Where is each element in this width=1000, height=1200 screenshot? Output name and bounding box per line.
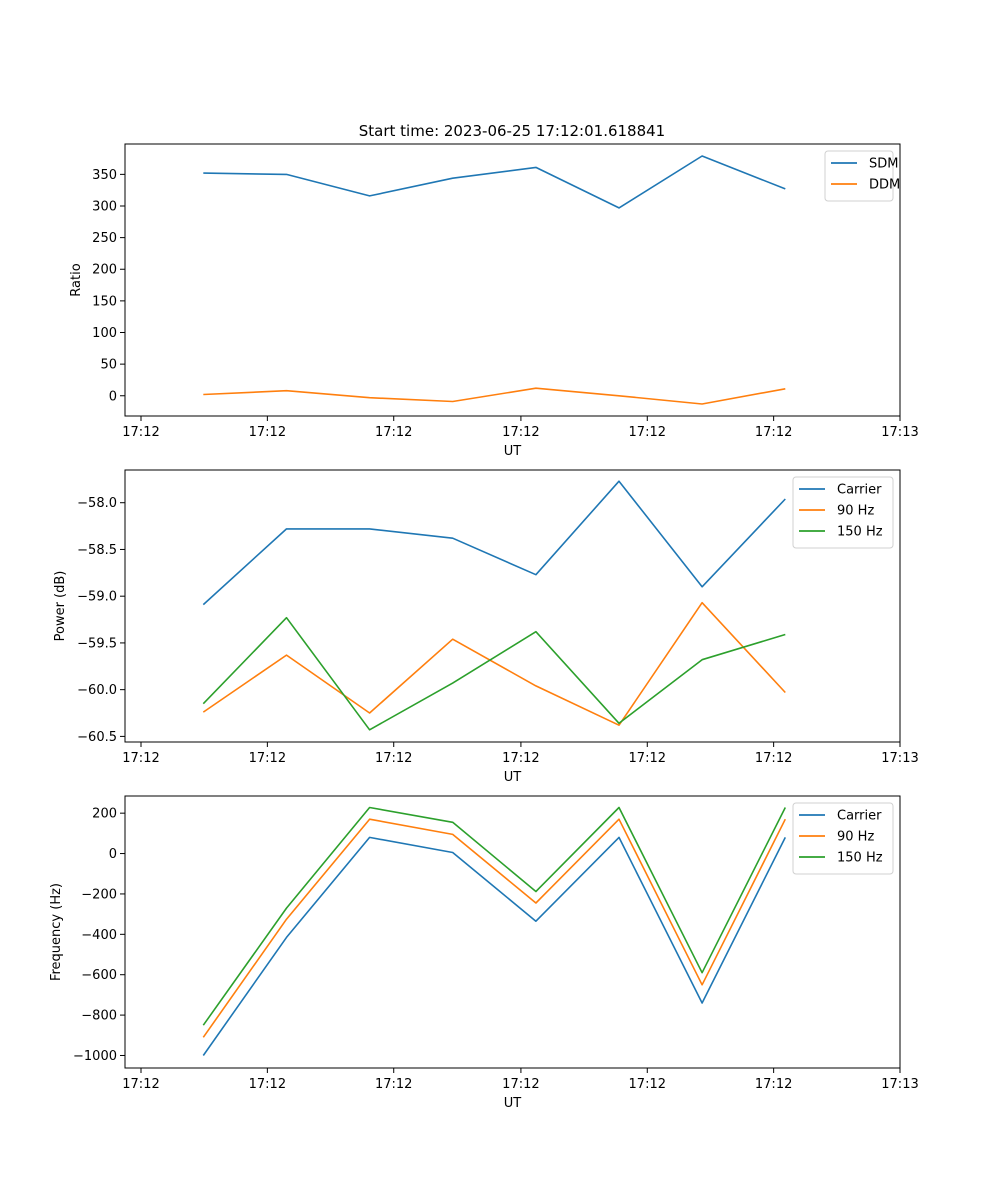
x-tick-label: 17:12 xyxy=(249,751,286,766)
y-tick-label: 0 xyxy=(109,847,117,862)
y-tick-label: 50 xyxy=(100,358,117,373)
x-tick-label: 17:12 xyxy=(502,1077,539,1092)
y-tick-label: 300 xyxy=(92,199,117,214)
y-tick-label: −58.0 xyxy=(77,496,117,511)
legend-label: 90 Hz xyxy=(837,830,874,845)
chart-area: 17:12 17:12 17:12 17:12 17:12 17:12 17:13 0 50 10… xyxy=(49,143,919,1111)
x-tick-label: 17:12 xyxy=(755,751,792,766)
x-tick-label: 17:12 xyxy=(249,1077,286,1092)
y-tick-label: 200 xyxy=(92,263,117,278)
y-tick-label: −59.5 xyxy=(77,636,117,651)
series-line-90-hz xyxy=(202,601,786,727)
x-tick-label: 17:12 xyxy=(375,1077,412,1092)
series-line-90-hz xyxy=(202,818,787,1038)
series-line-carrier xyxy=(202,836,787,1056)
legend: Carrier 90 Hz 150 Hz xyxy=(792,802,894,875)
axes-frame xyxy=(124,143,901,417)
y-axis-label: Ratio xyxy=(69,263,84,296)
figure-title: Start time: 2023-06-25 17:12:01.618841 xyxy=(359,122,665,140)
y-tick-label: 0 xyxy=(109,389,117,404)
x-tick-label: 17:12 xyxy=(755,425,792,440)
legend-label: 150 Hz xyxy=(837,851,883,866)
y-tick-label: 250 xyxy=(92,231,117,246)
x-tick-label: 17:12 xyxy=(502,425,539,440)
x-tick-label: 17:12 xyxy=(629,751,666,766)
y-tick-label: −60.5 xyxy=(77,730,117,745)
x-tick-label: 17:12 xyxy=(375,751,412,766)
y-tick-label: −59.0 xyxy=(77,590,117,605)
series-line-sdm xyxy=(203,155,786,209)
y-tick-label: −600 xyxy=(81,968,117,983)
chart-panel-2: 17:12 17:12 17:12 17:12 17:12 17:12 17:13 −60.5… xyxy=(53,469,919,785)
x-tick-label: 17:12 xyxy=(249,425,286,440)
series-line-150-hz xyxy=(202,806,787,1026)
y-tick-label: −58.5 xyxy=(77,543,117,558)
x-tick-label: 17:13 xyxy=(881,751,918,766)
chart-panel-1: 17:12 17:12 17:12 17:12 17:12 17:12 17:13 0 50 10… xyxy=(69,143,919,459)
x-tick-label: 17:12 xyxy=(629,1077,666,1092)
series-line-carrier xyxy=(202,480,786,606)
legend: SDM DDM xyxy=(824,150,900,202)
y-tick-label: 200 xyxy=(92,807,117,822)
legend-label: 150 Hz xyxy=(837,525,883,540)
x-axis-label: UT xyxy=(504,770,522,785)
x-tick-label: 17:13 xyxy=(881,425,918,440)
x-tick-label: 17:13 xyxy=(881,1077,918,1092)
y-axis-label: Power (dB) xyxy=(53,571,68,642)
y-tick-label: −200 xyxy=(81,887,117,902)
x-tick-label: 17:12 xyxy=(122,751,159,766)
axes-frame xyxy=(124,469,901,743)
x-tick-label: 17:12 xyxy=(375,425,412,440)
x-tick-label: 17:12 xyxy=(122,1077,159,1092)
legend-label: SDM xyxy=(869,157,898,172)
y-tick-label: −800 xyxy=(81,1009,117,1024)
chart-panel-3: 17:12 17:12 17:12 17:12 17:12 17:12 17:13 −1000… xyxy=(49,795,919,1111)
x-tick-label: 17:12 xyxy=(755,1077,792,1092)
legend-label: Carrier xyxy=(837,483,882,498)
series-line-ddm xyxy=(203,387,786,405)
y-axis-label: Frequency (Hz) xyxy=(49,883,64,981)
x-tick-label: 17:12 xyxy=(502,751,539,766)
y-tick-label: 100 xyxy=(92,326,117,341)
y-tick-label: −60.0 xyxy=(77,683,117,698)
legend-label: DDM xyxy=(869,178,900,193)
y-tick-label: −400 xyxy=(81,928,117,943)
y-tick-label: 350 xyxy=(92,168,117,183)
legend-label: 90 Hz xyxy=(837,504,874,519)
legend-label: Carrier xyxy=(837,809,882,824)
x-axis-label: UT xyxy=(504,444,522,459)
y-tick-label: 150 xyxy=(92,294,117,309)
axes-frame xyxy=(124,795,901,1069)
y-tick-label: −1000 xyxy=(73,1049,117,1064)
x-tick-label: 17:12 xyxy=(122,425,159,440)
x-axis-label: UT xyxy=(504,1096,522,1111)
series-line-150-hz xyxy=(202,616,786,731)
x-tick-label: 17:12 xyxy=(629,425,666,440)
legend: Carrier 90 Hz 150 Hz xyxy=(792,476,894,549)
